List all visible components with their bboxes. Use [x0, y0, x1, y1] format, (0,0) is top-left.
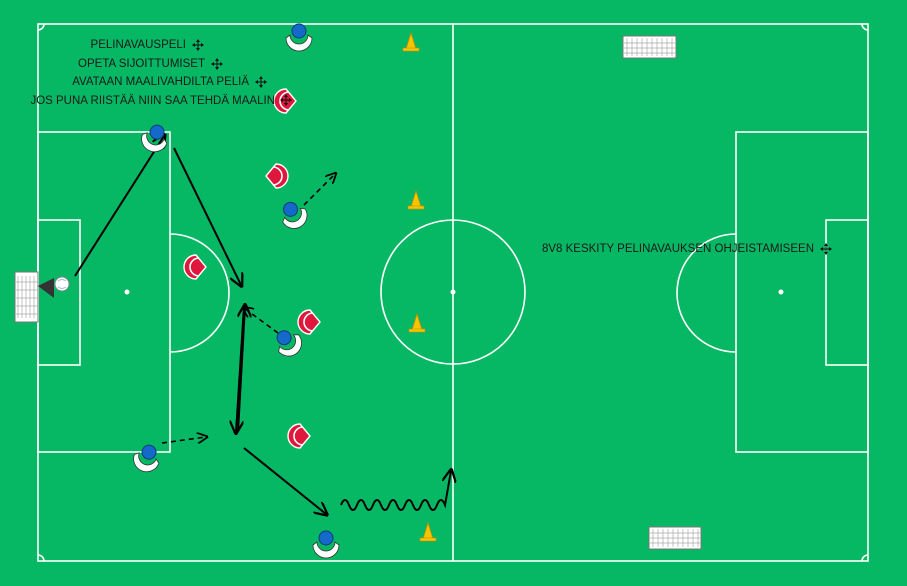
- goal-top[interactable]: [622, 35, 677, 59]
- goal-bottom[interactable]: [648, 526, 702, 550]
- right-goal-area: [825, 219, 869, 366]
- center-spot: [450, 289, 456, 295]
- run-arrow-wing[interactable]: [173, 147, 241, 285]
- move-icon-1[interactable]: [192, 39, 204, 51]
- player-red-9[interactable]: [183, 254, 207, 280]
- pitch-markings: [37, 23, 869, 562]
- cones: [402, 31, 437, 542]
- dashed-arrow-lower[interactable]: [161, 437, 206, 444]
- move-icon-2[interactable]: [211, 58, 223, 70]
- left-penalty-arc: [169, 233, 230, 353]
- note-line-1[interactable]: PELINAVAUSPELI: [91, 39, 186, 51]
- note-line-2[interactable]: OPETA SIJOITTUMISET: [78, 58, 205, 70]
- corner-arcs: [37, 23, 869, 562]
- dashed-arrow-upper[interactable]: [303, 174, 335, 206]
- center-circle: [380, 219, 526, 365]
- goal-left[interactable]: [14, 271, 39, 323]
- cone-icon-1[interactable]: [402, 31, 420, 52]
- cone-icon-2[interactable]: [407, 189, 425, 210]
- right-penalty-arc: [676, 233, 737, 353]
- move-icon-3[interactable]: [255, 76, 267, 88]
- left-goal-area: [37, 219, 81, 366]
- dashed-arrow-middle[interactable]: [244, 308, 279, 334]
- notes-block: PELINAVAUSPELI OPETA SIJOITTUMISET AVATA…: [30, 39, 814, 255]
- player-blue-1[interactable]: [285, 23, 313, 52]
- move-handles: [192, 39, 832, 255]
- pass-arrow-up[interactable]: [237, 306, 245, 433]
- cone-icon-4[interactable]: [419, 521, 437, 542]
- left-penalty-spot: [124, 289, 130, 295]
- run-arrow-bottom[interactable]: [243, 447, 326, 514]
- left-penalty-area: [37, 131, 171, 453]
- players: [130, 23, 340, 559]
- dribble-arrow[interactable]: [340, 471, 451, 511]
- note-line-3[interactable]: AVATAAN MAALIVAHDILTA PELIÄ: [72, 76, 249, 88]
- player-red-8[interactable]: [265, 163, 289, 189]
- movement-arrows: [74, 136, 451, 514]
- player-red-7[interactable]: [273, 88, 297, 114]
- move-icon-4[interactable]: [280, 94, 292, 106]
- goalkeeper[interactable]: [38, 278, 54, 298]
- pass-arrow-gk-to-wing[interactable]: [74, 136, 164, 277]
- player-blue-4[interactable]: [270, 324, 307, 361]
- player-red-10[interactable]: [297, 309, 321, 335]
- player-blue-2[interactable]: [138, 121, 172, 155]
- note-line-4[interactable]: JOS PUNA RIISTÄÄ NIIN SAA TEHDÄ MAALIN: [30, 95, 275, 107]
- player-blue-3[interactable]: [276, 197, 312, 233]
- ball-icon[interactable]: [54, 276, 70, 292]
- pass-arrow-down[interactable]: [236, 305, 245, 432]
- right-penalty-spot: [778, 289, 784, 295]
- move-icon-5[interactable]: [820, 243, 832, 255]
- player-red-11[interactable]: [287, 423, 311, 449]
- note-right[interactable]: 8V8 KESKITY PELINAVAUKSEN OHJEISTAMISEEN: [542, 243, 814, 255]
- player-blue-6[interactable]: [312, 530, 340, 559]
- right-penalty-area: [735, 131, 869, 453]
- cone-icon-3[interactable]: [408, 312, 426, 333]
- player-blue-5[interactable]: [130, 441, 164, 475]
